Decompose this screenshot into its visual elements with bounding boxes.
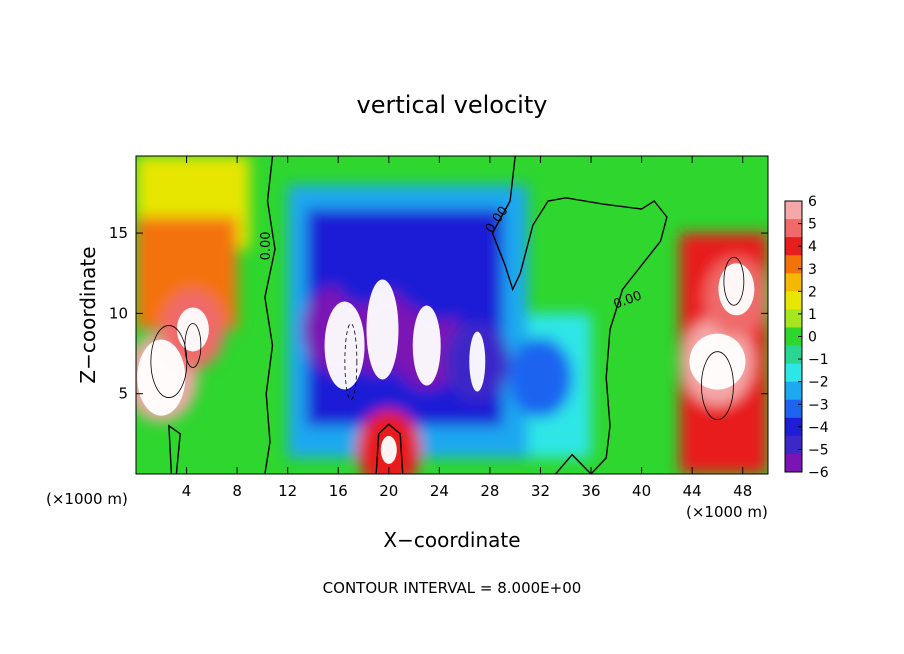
chart-title: vertical velocity xyxy=(357,91,548,119)
colorbar-tick-label: −4 xyxy=(808,420,829,436)
y-tick-label: 10 xyxy=(109,304,128,322)
saturated-core xyxy=(689,333,746,390)
colorbar: 6 5 4 3 2 1 0 −1 −2 −3 −4 −5 −6 xyxy=(784,194,829,481)
saturated-core xyxy=(718,263,755,316)
saturated-core xyxy=(176,307,209,352)
x-tick-label: 16 xyxy=(329,482,348,500)
x-tick-label: 32 xyxy=(531,482,550,500)
colorbar-tick-label: −3 xyxy=(808,397,829,413)
colorbar-tick-label: 3 xyxy=(808,262,817,278)
saturated-core xyxy=(137,339,186,416)
colorbar-swatch xyxy=(785,273,802,292)
y-axis-label: Z−coordinate xyxy=(76,246,100,383)
x-tick-label: 36 xyxy=(581,482,600,500)
colorbar-swatch xyxy=(785,255,802,274)
colorbar-tick-label: 0 xyxy=(808,330,817,346)
zero-contour-line xyxy=(491,156,668,474)
colorbar-tick-label: −6 xyxy=(808,465,829,481)
colorbar-swatch xyxy=(785,309,802,328)
colorbar-swatch xyxy=(785,345,802,364)
velocity-field xyxy=(136,156,768,474)
y-tick-label: 5 xyxy=(118,385,128,403)
positive-contour xyxy=(701,351,734,421)
negative-contour xyxy=(344,323,358,400)
x-tick-label: 40 xyxy=(632,482,651,500)
colorbar-tick-label: −2 xyxy=(808,375,829,391)
x-tick-label: 24 xyxy=(430,482,449,500)
colorbar-tick-label: −1 xyxy=(808,352,829,368)
x-tick-label: 4 xyxy=(182,482,192,500)
colorbar-swatch xyxy=(785,399,802,419)
saturated-core xyxy=(324,301,365,390)
contour-label: 0.00 xyxy=(259,231,274,260)
colorbar-swatch xyxy=(785,381,802,401)
saturated-core xyxy=(380,435,397,464)
x-tick-label: 8 xyxy=(232,482,242,500)
contour-interval-footer: CONTOUR INTERVAL = 8.000E+00 xyxy=(323,579,582,597)
plot-frame xyxy=(135,155,769,475)
zero-contour-line xyxy=(264,156,276,474)
x-tick-label: 28 xyxy=(480,482,499,500)
colorbar-swatch xyxy=(785,417,802,437)
zero-contour-line xyxy=(168,424,181,474)
x-tick-label: 44 xyxy=(683,482,702,500)
colorbar-swatch xyxy=(785,201,802,220)
y-tick-label: 15 xyxy=(109,224,128,242)
saturated-core xyxy=(412,305,441,386)
positive-contour xyxy=(150,325,188,398)
x-tick-label: 12 xyxy=(278,482,297,500)
positive-contour xyxy=(723,256,745,306)
x-tick-label: 48 xyxy=(733,482,752,500)
downdraft-cell xyxy=(508,337,573,418)
saturated-core xyxy=(469,331,486,392)
colorbar-swatch xyxy=(785,327,802,346)
colorbar-tick-label: 6 xyxy=(808,194,817,210)
x-axis: 4 8 12 16 20 24 28 32 36 40 44 48 xyxy=(182,156,752,500)
x-axis-label: X−coordinate xyxy=(383,528,520,552)
colorbar-tick-label: 4 xyxy=(808,239,817,255)
colorbar-tick-label: 2 xyxy=(808,284,817,300)
x-unit-right: (×1000 m) xyxy=(686,503,768,521)
positive-contour xyxy=(184,323,202,368)
y-axis: 5 10 15 xyxy=(109,224,768,403)
downdraft-cell xyxy=(407,241,472,322)
saturated-core xyxy=(366,279,399,380)
colorbar-swatch xyxy=(785,237,802,256)
colorbar-swatch xyxy=(785,363,802,383)
colorbar-tick-label: −5 xyxy=(808,442,829,458)
colorbar-tick-label: 1 xyxy=(808,307,817,323)
colorbar-swatch xyxy=(785,291,802,310)
zero-contour-line xyxy=(555,453,592,474)
colorbar-swatch xyxy=(785,453,802,473)
zero-contour-line xyxy=(375,423,404,474)
x-tick-label: 20 xyxy=(379,482,398,500)
x-unit-left: (×1000 m) xyxy=(46,490,128,508)
colorbar-swatch xyxy=(785,435,802,455)
colorbar-swatch xyxy=(785,219,802,238)
colorbar-tick-label: 5 xyxy=(808,217,817,233)
